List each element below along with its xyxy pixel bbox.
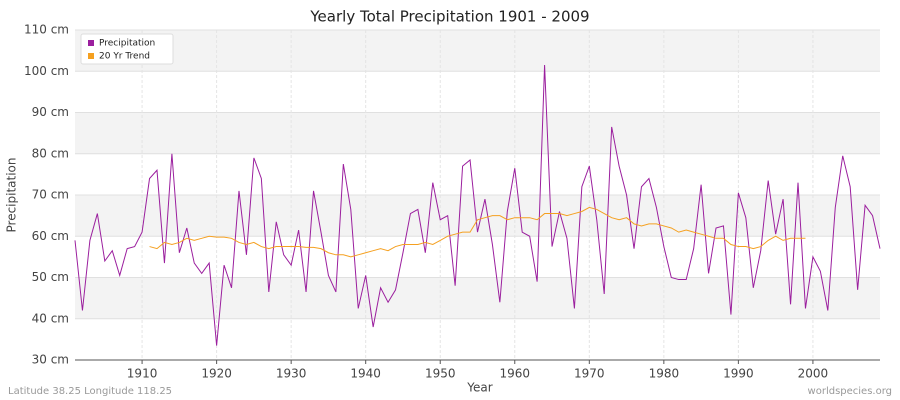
series-line: [149, 206, 806, 258]
x-tick-label: 1980: [649, 367, 680, 381]
x-tick-label: 1910: [127, 367, 158, 381]
grid-band: [75, 30, 880, 72]
x-tick-label: 2000: [798, 367, 829, 381]
y-axis-label: Precipitation: [5, 157, 19, 232]
legend-box: [80, 33, 174, 65]
grid-band: [75, 112, 880, 154]
y-tick-label: 110 cm: [24, 23, 69, 37]
x-tick-label: 1970: [574, 367, 605, 381]
grid-band: [75, 277, 880, 319]
x-tick-label: 1920: [201, 367, 232, 381]
footer-right: worldspecies.org: [808, 386, 892, 397]
series-line: [74, 65, 881, 346]
y-tick-label: 40 cm: [32, 311, 69, 325]
y-tick-label: 30 cm: [32, 353, 69, 367]
x-tick-label: 1950: [425, 367, 456, 381]
legend-swatch: [88, 40, 94, 46]
y-tick-label: 80 cm: [32, 146, 69, 160]
legend-swatch: [88, 53, 94, 59]
y-tick-label: 90 cm: [32, 105, 69, 119]
y-tick-label: 100 cm: [24, 64, 69, 78]
y-tick-label: 70 cm: [32, 188, 69, 202]
x-axis-label: Year: [466, 381, 492, 395]
x-tick-label: 1990: [723, 367, 754, 381]
footer-left: Latitude 38.25 Longitude 118.25: [8, 386, 172, 397]
y-tick-label: 60 cm: [32, 229, 69, 243]
chart-title: Yearly Total Precipitation 1901 - 2009: [309, 8, 589, 26]
x-tick-label: 1960: [499, 367, 530, 381]
y-tick-label: 50 cm: [32, 270, 69, 284]
legend-label: Precipitation: [99, 39, 155, 49]
legend-label: 20 Yr Trend: [99, 52, 150, 62]
x-tick-label: 1930: [276, 367, 307, 381]
x-tick-label: 1940: [350, 367, 381, 381]
